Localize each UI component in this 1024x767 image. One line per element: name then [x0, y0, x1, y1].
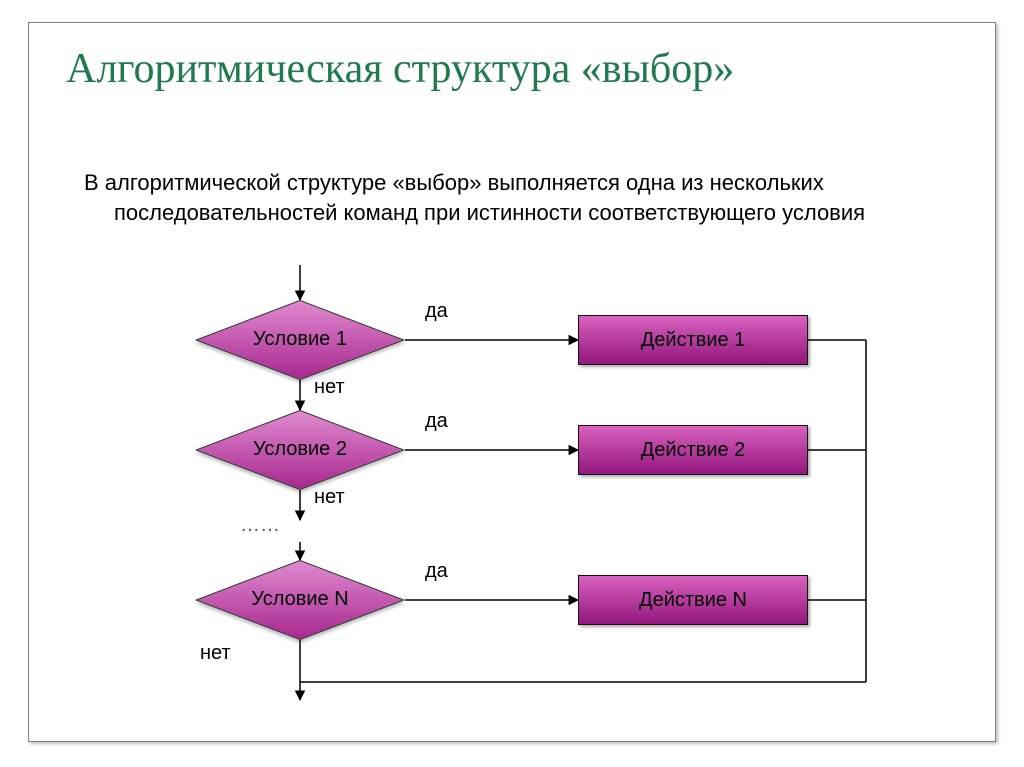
decision-node-2 [195, 560, 405, 640]
process-node-0: Действие 1 [578, 315, 808, 365]
flowchart: Условие 1Действие 1данетУсловие 2Действи… [0, 0, 1024, 767]
decision-node-0 [195, 300, 405, 380]
slide: Алгоритмическая структура «выбор» В алго… [0, 0, 1024, 767]
ellipsis-gap: …… [240, 514, 280, 537]
decision-node-1 [195, 410, 405, 490]
no-label-2: нет [200, 642, 231, 665]
process-node-2: Действие N [578, 575, 808, 625]
yes-label-2: да [425, 560, 448, 583]
process-node-1: Действие 2 [578, 425, 808, 475]
no-label-0: нет [314, 376, 345, 399]
yes-label-0: да [425, 300, 448, 323]
yes-label-1: да [425, 410, 448, 433]
no-label-1: нет [314, 486, 345, 509]
